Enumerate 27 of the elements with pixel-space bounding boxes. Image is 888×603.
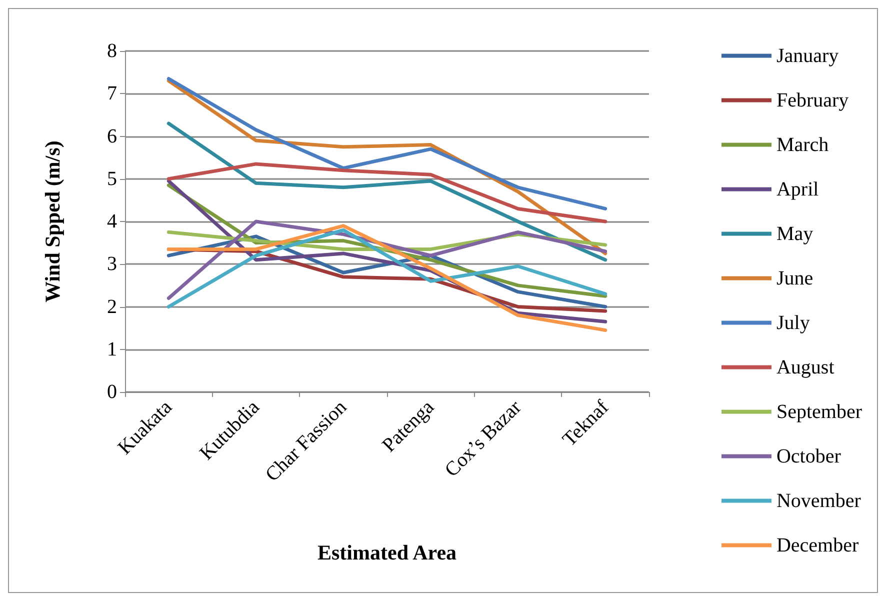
legend-label: March	[776, 134, 829, 156]
y-axis-title: Wind Spped (m/s)	[40, 140, 64, 302]
legend-label: November	[776, 490, 862, 512]
y-tick-label: 2	[107, 296, 117, 318]
legend-label: January	[776, 44, 839, 67]
legend-label: February	[776, 89, 849, 112]
x-axis-title: Estimated Area	[317, 540, 458, 564]
y-tick-label: 4	[107, 210, 117, 232]
legend-label: June	[776, 267, 814, 290]
legend-label: October	[776, 445, 842, 468]
y-tick-label: 5	[107, 168, 117, 190]
legend-label: September	[776, 400, 862, 423]
line-series	[166, 122, 608, 262]
y-tick-label: 7	[107, 82, 117, 105]
y-tick-label: 1	[107, 338, 117, 360]
legend-label: May	[776, 222, 814, 245]
y-tick-label: 8	[107, 40, 117, 62]
line-series	[166, 224, 608, 332]
line-series	[166, 76, 608, 210]
legend-label: December	[776, 534, 859, 556]
legend-label: August	[776, 356, 835, 378]
line-series	[166, 162, 608, 224]
y-tick-label: 3	[107, 253, 117, 276]
y-tick-label: 0	[107, 381, 117, 403]
y-tick-label: 6	[107, 125, 117, 148]
legend-label: April	[776, 178, 820, 200]
legend-label: July	[776, 312, 810, 334]
